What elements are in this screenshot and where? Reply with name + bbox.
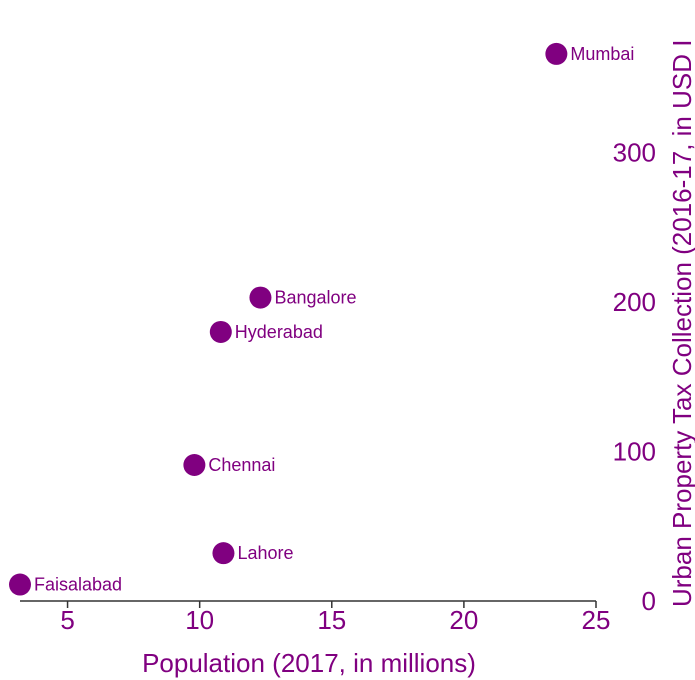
y-axis-title: Urban Property Tax Collection (2016-17, … <box>667 40 695 607</box>
data-point-chennai <box>183 453 206 476</box>
x-tick-label: 15 <box>317 605 346 635</box>
data-point-bangalore <box>249 286 272 309</box>
x-tick-label: 10 <box>185 605 214 635</box>
data-point-lahore <box>212 542 235 565</box>
y-tick-label: 0 <box>642 586 656 616</box>
x-tick-label: 25 <box>582 605 611 635</box>
y-axis-ticks: 0 100 200 300 <box>613 138 656 616</box>
x-tick-label: 20 <box>449 605 478 635</box>
y-tick-label: 100 <box>613 437 656 467</box>
x-axis-title: Population (2017, in millions) <box>142 648 476 678</box>
data-label-mumbai: Mumbai <box>570 44 634 64</box>
y-tick-label: 200 <box>613 287 656 317</box>
data-point-faisalabad <box>9 573 31 596</box>
y-tick-label: 300 <box>613 138 656 168</box>
data-label-lahore: Lahore <box>237 543 293 563</box>
data-label-bangalore: Bangalore <box>274 288 356 308</box>
x-tick-label: 5 <box>60 605 74 635</box>
data-points: Mumbai Bangalore Hyderabad Chennai Lahore Fai… <box>9 42 634 596</box>
data-label-faisalabad: Faisalabad <box>34 575 122 595</box>
x-axis-ticks: 5 10 15 20 25 <box>60 601 610 635</box>
data-label-hyderabad: Hyderabad <box>235 322 323 342</box>
data-point-hyderabad <box>209 320 232 343</box>
data-point-mumbai <box>545 42 568 65</box>
data-label-chennai: Chennai <box>208 455 275 475</box>
